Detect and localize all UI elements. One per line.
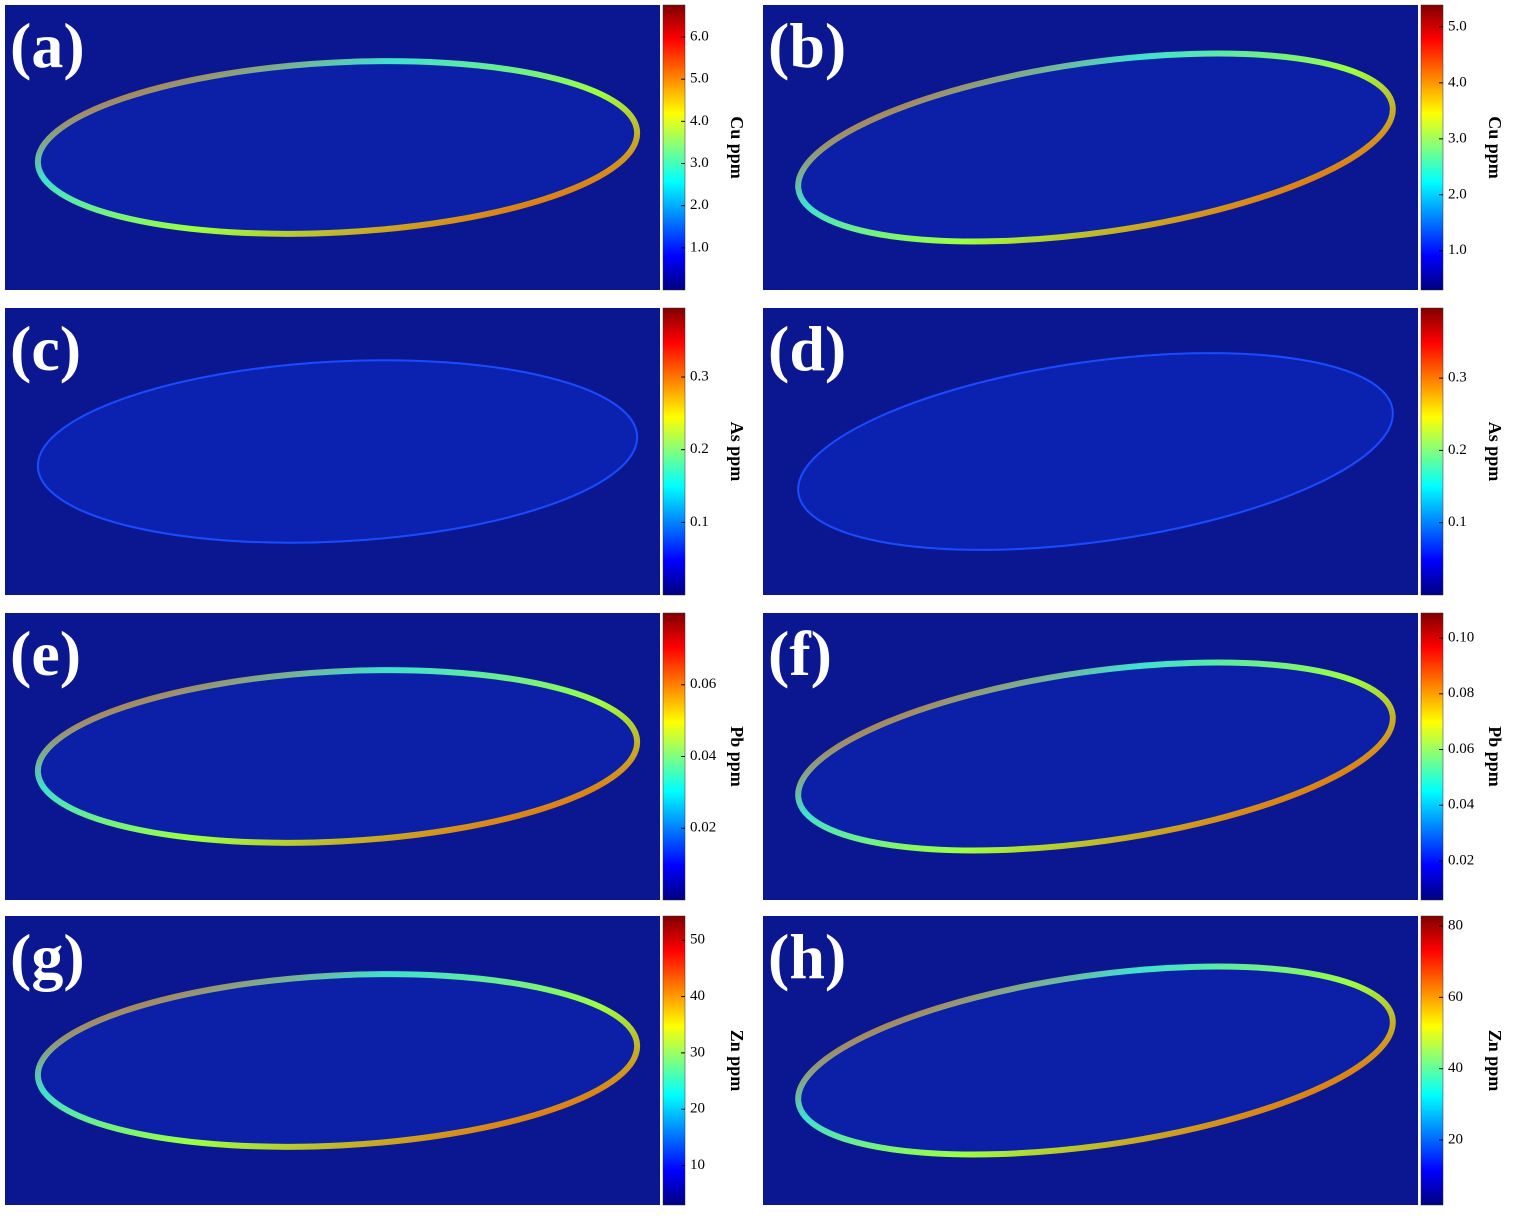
colorbar-tick-label: 0.08 <box>1448 685 1474 701</box>
colorbar-tick-label: 40 <box>690 988 705 1004</box>
panel: (h) 80 60 40 20 Zn ppm <box>763 915 1505 1206</box>
colorbar-tick-label: 50 <box>690 932 705 948</box>
grain <box>795 659 1396 854</box>
colorbar-label: As ppm <box>1485 422 1505 482</box>
colorbar-label: Cu ppm <box>727 116 747 179</box>
colorbar <box>1420 915 1444 1206</box>
panel-label: (f) <box>768 618 832 689</box>
colorbar <box>662 307 686 596</box>
panel: (d) 0.3 0.2 0.1 As ppm <box>763 307 1505 596</box>
colorbar-tick-label: 5.0 <box>690 71 709 87</box>
colorbar-label: Pb ppm <box>1485 726 1505 787</box>
colorbar-tick-label: 80 <box>1448 917 1463 933</box>
colorbar-label: Zn ppm <box>1485 1030 1505 1092</box>
grain <box>34 971 641 1150</box>
colorbar <box>662 4 686 291</box>
colorbar-tick-label: 1.0 <box>1448 242 1467 258</box>
colorbar <box>1420 4 1444 291</box>
grain <box>795 50 1396 245</box>
colorbar-tick-label: 0.3 <box>1448 370 1467 386</box>
colorbar-tick-label: 0.1 <box>690 514 709 530</box>
panel-label: (h) <box>768 921 846 992</box>
colorbar-tick-label: 10 <box>690 1157 705 1173</box>
panel: (g) 50 40 30 20 10 Zn ppm <box>5 915 747 1206</box>
panel: (b) 5.0 4.0 3.0 2.0 1.0 Cu ppm <box>763 4 1505 291</box>
grain <box>36 359 639 544</box>
colorbar-tick-label: 0.3 <box>690 368 709 384</box>
panel-label: (b) <box>768 10 846 81</box>
panel-label: (e) <box>10 618 81 689</box>
colorbar <box>1420 307 1444 596</box>
panel: (a) 6.0 5.0 4.0 3.0 2.0 1.0 Cu ppm <box>5 4 747 291</box>
colorbar-tick-label: 0.06 <box>690 676 717 692</box>
colorbar-tick-label: 0.02 <box>690 820 716 836</box>
colorbar-tick-label: 40 <box>1448 1060 1463 1076</box>
panel-label: (c) <box>10 313 81 384</box>
colorbar-tick-label: 3.0 <box>690 155 709 171</box>
panel: (f) 0.10 0.08 0.06 0.04 0.02 Pb ppm <box>763 612 1505 901</box>
colorbar-tick-label: 30 <box>690 1044 705 1060</box>
colorbar-tick-label: 4.0 <box>690 113 709 129</box>
colorbar-tick-label: 20 <box>690 1101 705 1117</box>
colorbar-tick-label: 2.0 <box>690 197 709 213</box>
colorbar-label: Zn ppm <box>727 1030 747 1092</box>
colorbar-label: Pb ppm <box>727 726 747 787</box>
colorbar <box>1420 612 1444 901</box>
colorbar-tick-label: 0.04 <box>1448 797 1475 813</box>
colorbar-tick-label: 3.0 <box>1448 130 1467 146</box>
colorbar-label: As ppm <box>727 422 747 482</box>
colorbar-tick-label: 6.0 <box>690 28 709 44</box>
colorbar-tick-label: 1.0 <box>690 239 709 255</box>
colorbar-tick-label: 0.10 <box>1448 630 1474 646</box>
grain <box>797 352 1394 551</box>
colorbar-tick-label: 0.2 <box>1448 442 1467 458</box>
panel-label: (a) <box>10 10 85 81</box>
colorbar-tick-label: 60 <box>1448 989 1463 1005</box>
colorbar-tick-label: 0.02 <box>1448 852 1474 868</box>
grain <box>34 58 641 237</box>
panel-label: (g) <box>10 921 85 992</box>
colorbar <box>662 915 686 1206</box>
colorbar-tick-label: 20 <box>1448 1132 1463 1148</box>
panel: (c) 0.3 0.2 0.1 As ppm <box>5 307 747 596</box>
colorbar-tick-label: 0.04 <box>690 748 717 764</box>
colorbar-tick-label: 2.0 <box>1448 186 1467 202</box>
colorbar-tick-label: 0.1 <box>1448 514 1467 530</box>
panel: (e) 0.06 0.04 0.02 Pb ppm <box>5 612 747 901</box>
grain <box>795 963 1396 1158</box>
colorbar-label: Cu ppm <box>1485 116 1505 179</box>
colorbar-tick-label: 0.06 <box>1448 741 1475 757</box>
colorbar-tick-label: 4.0 <box>1448 74 1467 90</box>
panel-label: (d) <box>768 313 846 384</box>
colorbar-tick-label: 0.2 <box>690 441 709 457</box>
colorbar-tick-label: 5.0 <box>1448 18 1467 34</box>
grain <box>34 667 641 846</box>
